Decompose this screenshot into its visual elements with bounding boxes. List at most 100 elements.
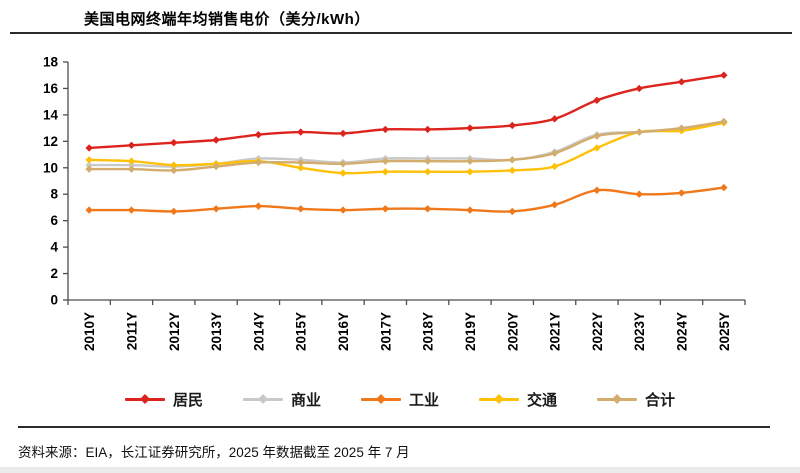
data-point-industrial: [720, 183, 728, 192]
data-point-total: [381, 157, 390, 165]
data-point-residential: [212, 136, 220, 144]
data-point-transportation: [593, 144, 601, 152]
series-commercial: [85, 119, 728, 171]
legend-marker-total: [612, 394, 622, 404]
series-total: [85, 117, 728, 175]
data-point-total: [635, 128, 643, 136]
data-point-commercial: [127, 161, 136, 169]
data-point-residential: [423, 125, 432, 134]
data-point-total: [254, 158, 263, 167]
data-point-residential: [297, 128, 305, 136]
data-point-industrial: [127, 206, 136, 214]
data-point-transportation: [381, 168, 390, 176]
legend-label-total: 合计: [645, 391, 676, 409]
data-point-total: [550, 149, 559, 157]
data-point-transportation: [339, 169, 347, 177]
svg-text:2010Y: 2010Y: [82, 312, 97, 351]
svg-text:2011Y: 2011Y: [124, 312, 139, 350]
data-point-total: [720, 117, 728, 126]
data-point-transportation: [85, 156, 93, 164]
data-point-transportation: [466, 168, 474, 176]
legend-item-residential: 居民: [124, 389, 203, 410]
data-point-industrial: [593, 186, 601, 194]
data-point-total: [423, 157, 432, 165]
data-point-residential: [170, 138, 178, 147]
data-point-industrial: [381, 205, 390, 213]
data-point-industrial: [423, 205, 432, 213]
legend-label-commercial: 商业: [290, 391, 321, 409]
svg-text:2019Y: 2019Y: [463, 312, 478, 351]
data-point-industrial: [508, 207, 516, 216]
data-point-industrial: [339, 206, 347, 214]
legend-marker-commercial: [258, 394, 268, 404]
data-point-transportation: [170, 161, 178, 169]
source-note: 资料来源：EIA，长江证券研究所，2025 年数据截至 2025 年 7 月: [18, 445, 410, 460]
svg-text:2021Y: 2021Y: [548, 312, 563, 351]
svg-text:10: 10: [43, 160, 58, 175]
svg-text:2016Y: 2016Y: [336, 312, 351, 351]
data-point-total: [466, 157, 474, 165]
svg-text:14: 14: [43, 107, 59, 122]
data-point-transportation: [508, 166, 516, 175]
data-point-transportation: [127, 157, 136, 165]
line-chart: 0 2 4 6 8 10 12 14 16 18 2010Y 2011Y 2012Y 2013Y 2014Y…: [0, 38, 800, 383]
footer-divider-line: [18, 426, 770, 428]
legend-line-industrial: [360, 394, 401, 404]
data-point-industrial: [297, 205, 305, 213]
legend-marker-residential: [140, 394, 150, 404]
svg-text:2025Y: 2025Y: [717, 312, 732, 351]
svg-text:2017Y: 2017Y: [378, 312, 393, 351]
data-point-total: [508, 156, 516, 164]
data-point-industrial: [466, 206, 474, 214]
svg-text:2: 2: [50, 266, 58, 281]
data-point-total: [127, 165, 136, 173]
legend-line-commercial: [242, 394, 283, 404]
data-point-industrial: [212, 205, 220, 213]
data-point-residential: [466, 124, 474, 132]
data-point-residential: [254, 131, 263, 139]
svg-text:16: 16: [43, 81, 59, 96]
data-point-total: [677, 124, 686, 132]
data-point-transportation: [423, 168, 432, 176]
data-point-residential: [127, 141, 136, 149]
legend-item-industrial: 工业: [360, 389, 439, 410]
series-transportation: [85, 119, 728, 177]
legend-label-transportation: 交通: [527, 391, 558, 409]
series-residential: [85, 71, 728, 152]
legend-label-industrial: 工业: [408, 391, 439, 409]
svg-text:2014Y: 2014Y: [251, 312, 266, 351]
data-point-transportation: [550, 162, 559, 171]
data-point-total: [297, 158, 305, 167]
data-point-total: [85, 165, 93, 173]
svg-text:2018Y: 2018Y: [421, 312, 436, 351]
data-point-transportation: [297, 164, 305, 172]
y-axis-labels: 0 2 4 6 8 10 12 14 16 18: [43, 55, 59, 308]
svg-text:0: 0: [50, 293, 58, 308]
svg-text:6: 6: [50, 213, 58, 228]
svg-text:2020Y: 2020Y: [505, 312, 520, 351]
svg-text:2022Y: 2022Y: [590, 312, 605, 351]
title-divider-line: [10, 32, 792, 34]
data-point-residential: [381, 125, 390, 134]
data-point-total: [170, 166, 178, 175]
legend-label-residential: 居民: [172, 391, 203, 409]
data-point-industrial: [170, 207, 178, 216]
axes: [63, 61, 746, 305]
chart-legend: 居民 商业 工业 交通 合计: [0, 386, 800, 412]
data-point-residential: [635, 84, 643, 93]
data-point-total: [339, 160, 347, 168]
data-point-industrial: [254, 202, 263, 210]
svg-text:8: 8: [50, 187, 58, 202]
svg-text:4: 4: [50, 240, 58, 255]
legend-item-total: 合计: [597, 389, 675, 410]
chart-title: 美国电网终端年均销售电价（美分/kWh）: [84, 11, 370, 28]
legend-item-transportation: 交通: [479, 389, 557, 410]
data-point-residential: [720, 71, 728, 79]
legend-item-commercial: 商业: [242, 389, 321, 410]
data-point-residential: [508, 121, 516, 130]
legend-marker-industrial: [376, 394, 386, 404]
svg-text:2015Y: 2015Y: [294, 312, 309, 351]
bottom-edge-strip: [0, 467, 800, 473]
data-point-residential: [550, 115, 559, 123]
